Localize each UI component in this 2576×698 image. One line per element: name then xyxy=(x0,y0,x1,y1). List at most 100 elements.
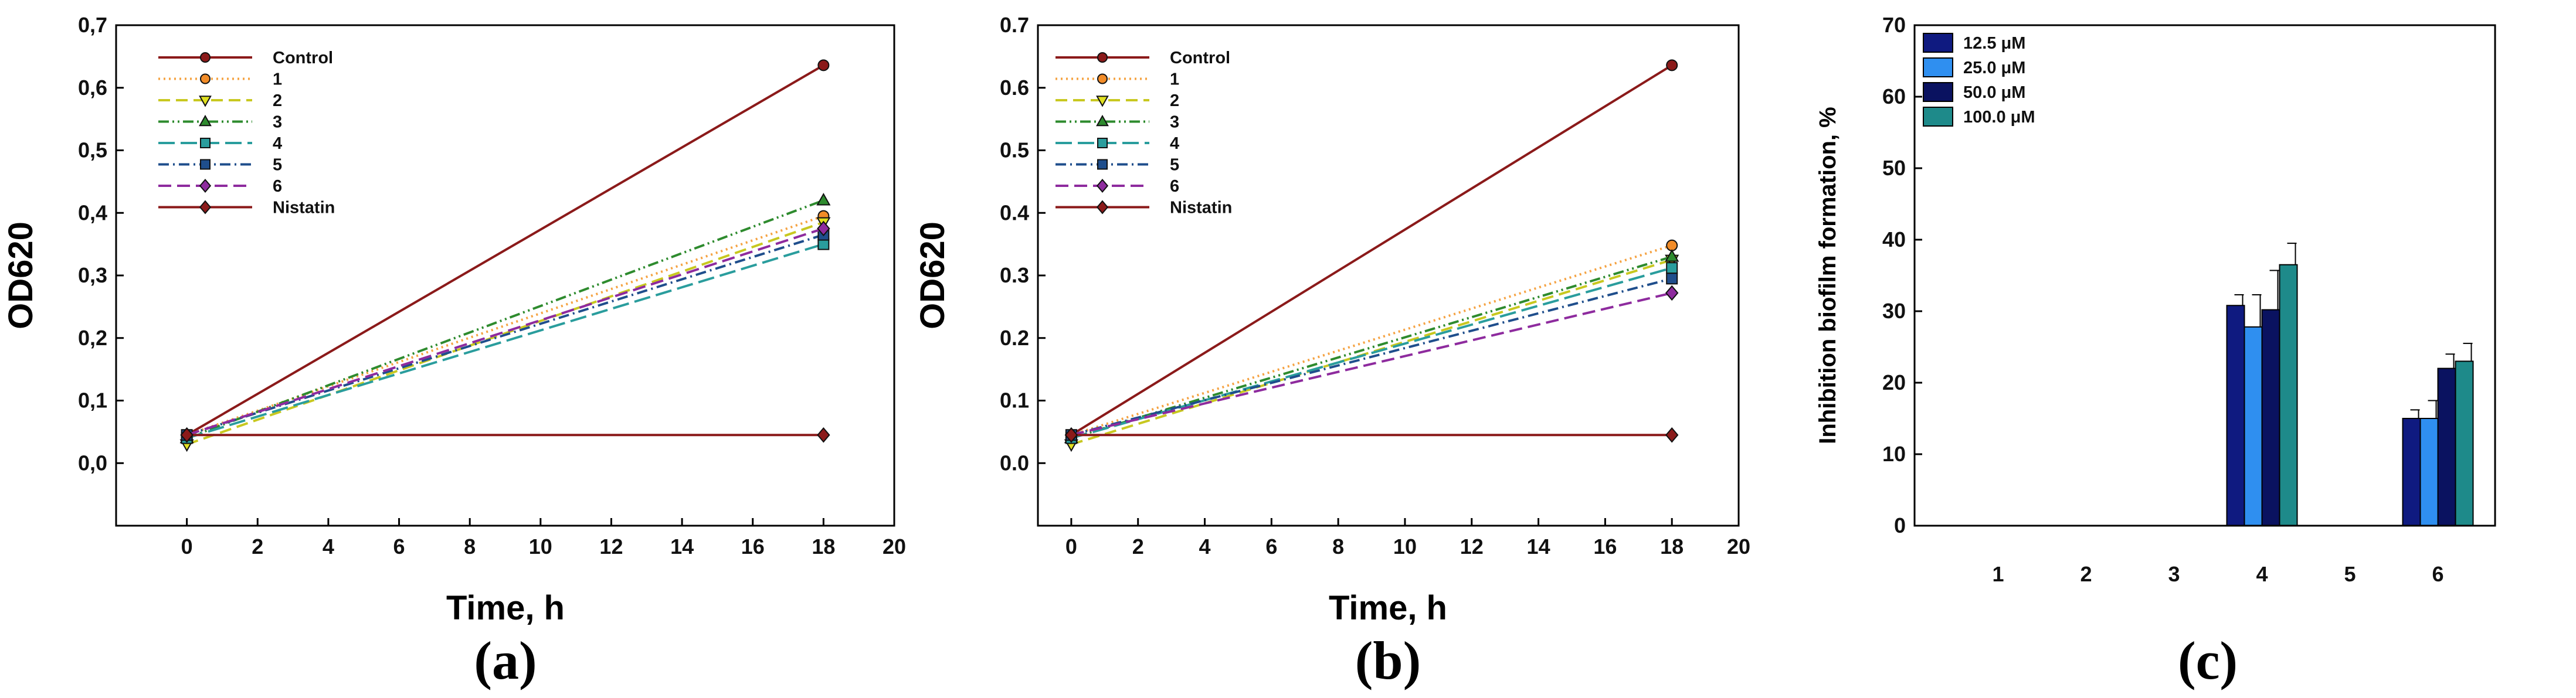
b-x-tick-label: 4 xyxy=(1199,534,1211,559)
c-x-tick-label: 2 xyxy=(2080,562,2092,586)
b-x-tick-label: 2 xyxy=(1132,534,1144,559)
c-bar-4-s0 xyxy=(2226,305,2245,526)
c-y-tick-label: 0 xyxy=(1894,513,1906,537)
a-series-line-control xyxy=(186,64,824,436)
b-legend-label-6: 6 xyxy=(1170,177,1179,196)
a-legend-label-control: Control xyxy=(273,49,333,67)
b-legend-marker-1 xyxy=(1097,73,1108,84)
c-legend-label-2: 50.0 μM xyxy=(1963,83,2025,102)
c-bar-6-s0 xyxy=(2402,418,2421,526)
b-legend-marker-5 xyxy=(1097,159,1108,170)
chart-b-legend: Control 1 2 3 4 5 6 Nistatin xyxy=(1055,49,1232,217)
a-legend-marker-1 xyxy=(200,73,211,84)
a-y-tick-label: 0,6 xyxy=(78,76,107,100)
chart-c-panel-label: (c) xyxy=(2178,631,2238,690)
a-data-point-nistatin xyxy=(817,427,830,443)
b-series-line-5 xyxy=(1071,277,1672,437)
b-x-tick-label: 16 xyxy=(1593,534,1617,559)
a-legend-label-nistatin: Nistatin xyxy=(273,199,335,217)
c-y-tick-label: 30 xyxy=(1882,299,1906,323)
c-y-tick-label: 60 xyxy=(1882,84,1906,108)
b-x-tick-label: 0 xyxy=(1065,534,1077,559)
chart-b-series-group xyxy=(1064,59,1679,452)
chart-c-bars-group xyxy=(2226,243,2474,527)
chart-a-line-chart: 0,00,10,20,30,40,50,60,7 0 2 4 6 8 10 12 14 16 18… xyxy=(2,13,906,690)
chart-a-panel-label: (a) xyxy=(474,631,537,690)
b-legend-marker-6 xyxy=(1096,179,1109,193)
b-y-tick-label: 0.0 xyxy=(1000,451,1029,475)
a-x-tick-label: 12 xyxy=(599,534,623,559)
a-series-5 xyxy=(181,229,830,441)
chart-c-bar-chart: 0 10 20 30 40 50 60 70 1 2 3 4 5 6 12.5 μM 25.0 μM 50.… xyxy=(1815,13,2496,690)
c-bar-4-s3 xyxy=(2279,264,2298,526)
c-legend-swatch-2 xyxy=(1923,82,1953,102)
a-data-point-6 xyxy=(817,220,830,237)
b-series-4 xyxy=(1065,262,1678,444)
a-y-tick-label: 0,0 xyxy=(78,451,107,475)
chart-b-plot-frame xyxy=(1037,24,1740,527)
b-y-tick-label: 0.4 xyxy=(1000,200,1029,224)
b-x-tick-label: 20 xyxy=(1727,534,1750,559)
a-x-tick-label: 16 xyxy=(741,534,765,559)
chart-c-y-axis: 0 10 20 30 40 50 60 70 xyxy=(1882,13,1922,537)
chart-a-x-axis-label: Time, h xyxy=(446,589,565,627)
b-legend-label-nistatin: Nistatin xyxy=(1170,199,1232,217)
a-y-tick-label: 0,1 xyxy=(78,389,107,413)
c-y-tick-label: 50 xyxy=(1882,156,1906,180)
chart-b-x-axis-label: Time, h xyxy=(1329,589,1447,627)
a-y-tick-label: 0,2 xyxy=(78,326,107,350)
b-legend-marker-control xyxy=(1097,52,1108,63)
b-legend-marker-4 xyxy=(1097,138,1108,148)
b-x-tick-label: 14 xyxy=(1527,534,1550,559)
b-legend-label-5: 5 xyxy=(1170,156,1179,175)
a-legend-marker-4 xyxy=(200,138,211,148)
a-data-point-control xyxy=(817,59,830,71)
b-x-tick-label: 6 xyxy=(1265,534,1277,559)
a-legend-label-2: 2 xyxy=(273,91,282,110)
chart-c-legend: 12.5 μM 25.0 μM 50.0 μM 100.0 μM xyxy=(1923,33,2035,127)
b-series-line-1 xyxy=(1071,244,1672,437)
chart-b-panel-label: (b) xyxy=(1355,631,1421,690)
a-data-point-nistatin xyxy=(180,427,194,443)
c-bar-4-s1 xyxy=(2244,326,2263,527)
b-data-point-nistatin xyxy=(1064,427,1078,443)
a-x-tick-label: 0 xyxy=(181,534,193,559)
c-legend-label-0: 12.5 μM xyxy=(1963,34,2025,53)
b-y-tick-label: 0.1 xyxy=(1000,389,1029,413)
c-bar-6-s1 xyxy=(2419,418,2439,526)
b-series-line-3 xyxy=(1071,256,1672,440)
c-x-tick-label: 1 xyxy=(1992,562,2004,586)
a-legend-marker-2 xyxy=(199,96,212,107)
a-y-tick-label: 0,7 xyxy=(78,13,107,37)
c-legend-swatch-1 xyxy=(1923,57,1953,77)
b-legend-label-control: Control xyxy=(1170,49,1230,67)
b-data-point-1 xyxy=(1666,239,1678,251)
a-legend-marker-nistatin xyxy=(199,200,212,214)
b-series-line-control xyxy=(1070,64,1673,436)
a-legend-label-4: 4 xyxy=(273,134,282,153)
c-x-tick-label: 6 xyxy=(2432,562,2443,586)
b-legend-marker-2 xyxy=(1096,96,1109,107)
b-x-tick-label: 18 xyxy=(1660,534,1684,559)
a-series-nistatin xyxy=(180,427,830,443)
b-series-line-4 xyxy=(1071,267,1672,440)
a-x-tick-label: 6 xyxy=(393,534,405,559)
a-x-tick-label: 14 xyxy=(670,534,694,559)
c-y-tick-label: 70 xyxy=(1882,13,1906,37)
a-series-line-3 xyxy=(186,199,824,440)
a-x-tick-label: 20 xyxy=(883,534,906,559)
c-legend-label-1: 25.0 μM xyxy=(1963,59,2025,77)
b-data-point-nistatin xyxy=(1665,427,1679,443)
a-series-line-2 xyxy=(186,221,824,446)
a-y-tick-label: 0,5 xyxy=(78,138,107,162)
a-x-tick-label: 18 xyxy=(812,534,835,559)
chart-c-x-axis: 1 2 3 4 5 6 xyxy=(1992,562,2443,586)
a-x-tick-label: 4 xyxy=(323,534,334,559)
c-bar-6-s2 xyxy=(2437,367,2456,526)
a-x-tick-label: 10 xyxy=(529,534,552,559)
c-legend-label-3: 100.0 μM xyxy=(1963,108,2035,127)
chart-b-y-axis: 0.0 0.1 0.2 0.3 0.4 0.5 0.6 0.7 xyxy=(1000,13,1046,475)
a-series-line-5 xyxy=(186,233,824,437)
a-legend-marker-3 xyxy=(199,114,212,127)
a-legend-label-1: 1 xyxy=(273,70,282,89)
